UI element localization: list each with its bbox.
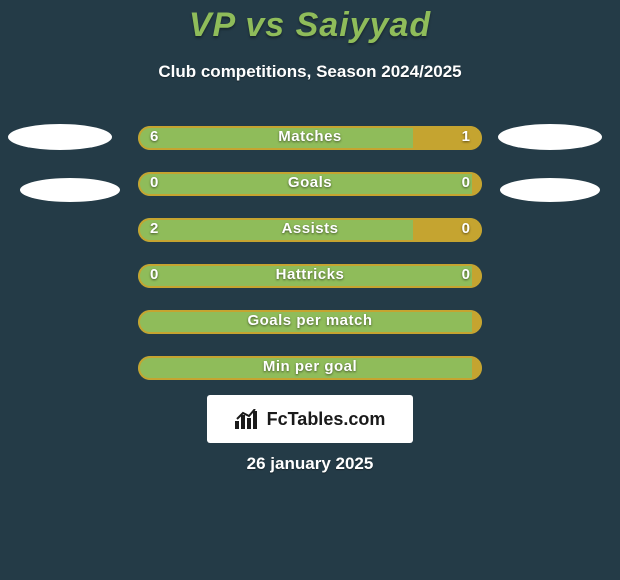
stat-bars: Matches61Goals00Assists20Hattricks00Goal…	[138, 126, 482, 402]
bar-right-value: 0	[462, 174, 470, 191]
stat-bar: Goals per match	[138, 310, 482, 334]
stat-bar: Hattricks0 0	[138, 264, 482, 288]
avatar-placeholder-right-1	[498, 124, 602, 150]
subtitle: Club competitions, Season 2024/2025	[0, 62, 620, 82]
bar-label: Assists	[138, 220, 482, 237]
bar-right-value: 1	[462, 128, 470, 145]
bar-right-value: 0	[462, 220, 470, 237]
bar-label: Goals	[138, 174, 482, 191]
stat-bar: Assists2 0	[138, 218, 482, 242]
comparison-infographic: VP vs Saiyyad Club competitions, Season …	[0, 0, 620, 580]
stat-bar: Goals0 0	[138, 172, 482, 196]
watermark: FcTables.com	[207, 395, 413, 443]
bar-left-value: 0	[150, 174, 158, 191]
bar-label: Matches	[138, 128, 482, 145]
avatar-placeholder-right-2	[500, 178, 600, 202]
watermark-text: FcTables.com	[267, 409, 386, 430]
bar-label: Goals per match	[138, 312, 482, 329]
stat-bar: Matches6 1	[138, 126, 482, 150]
stat-bar: Min per goal	[138, 356, 482, 380]
bar-left-value: 2	[150, 220, 158, 237]
avatar-placeholder-left-1	[8, 124, 112, 150]
bar-left-value: 0	[150, 266, 158, 283]
bar-right-value: 0	[462, 266, 470, 283]
title: VP vs Saiyyad	[0, 6, 620, 45]
chart-icon	[235, 409, 261, 429]
bar-label: Min per goal	[138, 358, 482, 375]
date: 26 january 2025	[0, 454, 620, 474]
avatar-placeholder-left-2	[20, 178, 120, 202]
bar-label: Hattricks	[138, 266, 482, 283]
bar-left-value: 6	[150, 128, 158, 145]
